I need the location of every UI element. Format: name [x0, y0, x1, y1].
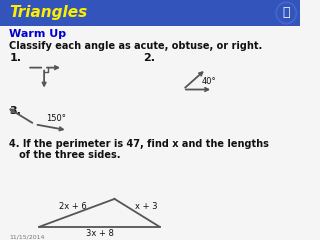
Text: Classify each angle as acute, obtuse, or right.: Classify each angle as acute, obtuse, or… — [9, 41, 263, 51]
FancyBboxPatch shape — [0, 0, 300, 26]
Text: 11/15/2014: 11/15/2014 — [9, 234, 45, 239]
Text: Ⓞ: Ⓞ — [283, 6, 290, 19]
Text: 40°: 40° — [202, 77, 216, 86]
Text: 4. If the perimeter is 47, find x and the lengths: 4. If the perimeter is 47, find x and th… — [9, 139, 269, 149]
Text: 3x + 8: 3x + 8 — [85, 229, 113, 238]
Text: x + 3: x + 3 — [135, 202, 158, 211]
Circle shape — [278, 4, 295, 22]
Text: 1.: 1. — [9, 53, 21, 63]
Text: 2.: 2. — [143, 53, 155, 63]
Text: Warm Up: Warm Up — [9, 29, 67, 39]
Text: 2x + 6: 2x + 6 — [59, 202, 87, 211]
Text: of the three sides.: of the three sides. — [9, 150, 121, 160]
Text: 150°: 150° — [46, 114, 66, 123]
Text: 3.: 3. — [9, 106, 21, 116]
Circle shape — [276, 2, 297, 24]
Text: Triangles: Triangles — [9, 6, 88, 20]
